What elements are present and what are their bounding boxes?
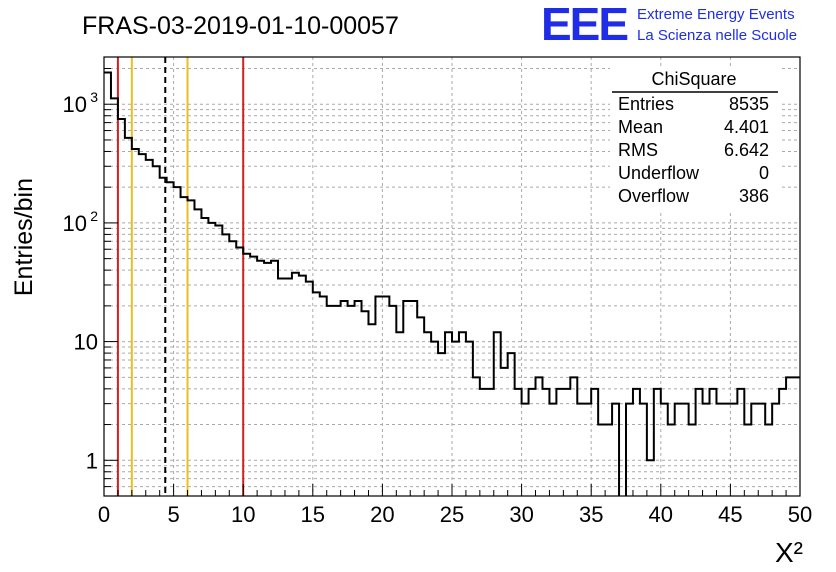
x-tick-label: 15 xyxy=(301,502,325,527)
stats-row-value: 4.401 xyxy=(724,117,769,137)
x-tick-label: 5 xyxy=(167,502,179,527)
y-tick-label: 10 xyxy=(63,211,87,236)
stats-row-label: RMS xyxy=(618,140,658,160)
grid xyxy=(104,57,800,497)
stats-row-label: Entries xyxy=(618,94,674,114)
x-tick-label: 25 xyxy=(440,502,464,527)
stats-box-bg xyxy=(610,66,780,211)
x-axis-label: X² xyxy=(775,537,803,568)
y-tick-exponent: 2 xyxy=(90,208,98,224)
x-tick-label: 30 xyxy=(509,502,533,527)
y-tick-label: 1 xyxy=(86,448,98,473)
x-axis: 0 5 10 15 20 25 30 35 40 45 50 xyxy=(98,484,812,527)
x-tick-label: 35 xyxy=(579,502,603,527)
x-tick-label: 0 xyxy=(98,502,110,527)
x-tick-label: 10 xyxy=(231,502,255,527)
x-tick-label: 40 xyxy=(649,502,673,527)
chart-title: FRAS-03-2019-01-10-00057 xyxy=(82,12,399,40)
stats-box: ChiSquare Entries 8535 Mean 4.401 RMS 6.642 Un… xyxy=(610,66,780,211)
y-tick-label: 10 xyxy=(74,330,98,355)
histogram-line xyxy=(104,71,800,496)
stats-row-value: 386 xyxy=(739,186,769,206)
stats-row-value: 6.642 xyxy=(724,140,769,160)
stats-row-value: 8535 xyxy=(729,94,769,114)
stats-row-value: 0 xyxy=(759,163,769,183)
logo-line1: Extreme Energy Events xyxy=(637,6,795,23)
y-tick-exponent: 3 xyxy=(90,89,98,105)
stats-box-title: ChiSquare xyxy=(651,69,736,89)
x-tick-label: 45 xyxy=(718,502,742,527)
stats-row-label: Underflow xyxy=(618,163,700,183)
stats-row-label: Mean xyxy=(618,117,663,137)
logo-text: EEE xyxy=(541,0,627,50)
x-tick-label: 50 xyxy=(788,502,812,527)
y-axis-label: Entries/bin xyxy=(10,178,38,296)
x-axis-label-text: X² xyxy=(775,537,803,568)
stats-rows: Entries 8535 Mean 4.401 RMS 6.642 Underflow 0 Ov… xyxy=(618,94,769,206)
reference-lines xyxy=(116,57,245,496)
stats-row-label: Overflow xyxy=(618,186,690,206)
x-tick-label: 20 xyxy=(370,502,394,527)
y-tick-label: 10 xyxy=(63,92,87,117)
logo-line2: La Scienza nelle Scuole xyxy=(637,27,797,44)
eee-logo: EEE Extreme Energy Events La Scienza nel… xyxy=(541,0,797,50)
